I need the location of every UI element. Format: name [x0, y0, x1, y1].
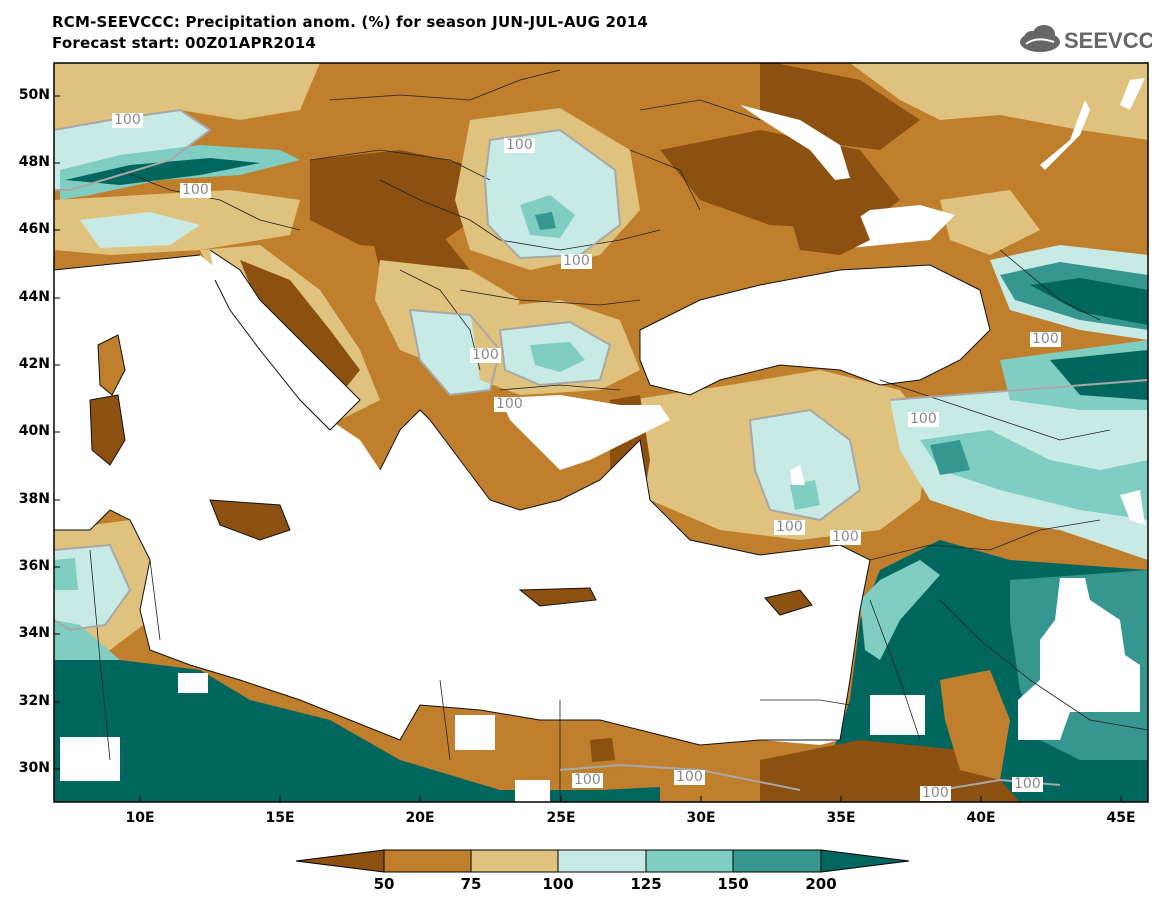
cloud-icon: [1020, 25, 1060, 52]
lat-tick-label: 34N: [18, 625, 50, 641]
contour-label: 100: [1012, 776, 1043, 792]
lon-tick-label: 20E: [405, 810, 435, 826]
lat-tick-label: 30N: [18, 760, 50, 776]
contour-label: 100: [920, 785, 951, 801]
contour-label: 100: [112, 112, 143, 128]
lon-tick-label: 15E: [265, 810, 295, 826]
colorbar-label: 50: [373, 875, 395, 893]
colorbar-segment-50-75: [383, 849, 472, 873]
contour-label: 100: [180, 182, 211, 198]
contour-label: 100: [908, 411, 939, 427]
coastlines: [54, 249, 991, 746]
map-field: [54, 63, 1148, 802]
forecast-start-label: Forecast start: 00Z01APR2014: [52, 34, 316, 52]
contour-100: [54, 108, 1148, 791]
lat-tick-label: 48N: [18, 154, 50, 170]
lat-tick-label: 40N: [18, 423, 50, 439]
contour-label: 100: [494, 396, 525, 412]
colorbar-label: 125: [630, 875, 662, 893]
colorbar-segment-below-50: [295, 849, 385, 873]
lon-tick-label: 35E: [826, 810, 856, 826]
colorbar-segment-100-125: [557, 849, 647, 873]
contour-label: 100: [774, 519, 805, 535]
lon-tick-label: 40E: [966, 810, 996, 826]
contour-label: 100: [830, 529, 861, 545]
lat-tick-label: 38N: [18, 491, 50, 507]
colorbar-label: 200: [805, 875, 837, 893]
plot-title: RCM-SEEVCCC: Precipitation anom. (%) for…: [52, 13, 649, 31]
contour-label: 100: [674, 769, 705, 785]
lat-tick-label: 32N: [18, 693, 50, 709]
lat-tick-label: 46N: [18, 221, 50, 237]
colorbar-label: 100: [542, 875, 574, 893]
colorbar-label: 75: [460, 875, 482, 893]
contour-label: 100: [504, 137, 535, 153]
lon-tick-label: 10E: [125, 810, 155, 826]
colorbar-label: 150: [717, 875, 749, 893]
masked-streaks: [740, 78, 1145, 525]
contour-label: 100: [1030, 331, 1061, 347]
axis-ticks: [54, 95, 1122, 802]
lon-tick-label: 45E: [1106, 810, 1136, 826]
lon-tick-label: 30E: [686, 810, 716, 826]
country-borders: [89, 69, 1148, 802]
lat-tick-label: 44N: [18, 289, 50, 305]
colorbar-segment-above-200: [820, 849, 910, 873]
seevccc-logo: SEEVCCC: [1020, 25, 1152, 53]
colorbar-segment-125-150: [645, 849, 734, 873]
contour-label: 100: [572, 772, 603, 788]
lon-tick-label: 25E: [546, 810, 576, 826]
contour-label: 100: [561, 253, 592, 269]
colorbar-segment-150-200: [732, 849, 822, 873]
colorbar: [295, 849, 910, 873]
contour-label: 100: [470, 347, 501, 363]
lat-tick-label: 42N: [18, 356, 50, 372]
logo-text: SEEVCCC: [1064, 28, 1152, 53]
lat-tick-label: 50N: [18, 87, 50, 103]
lat-tick-label: 36N: [18, 558, 50, 574]
colorbar-segment-75-100: [470, 849, 559, 873]
